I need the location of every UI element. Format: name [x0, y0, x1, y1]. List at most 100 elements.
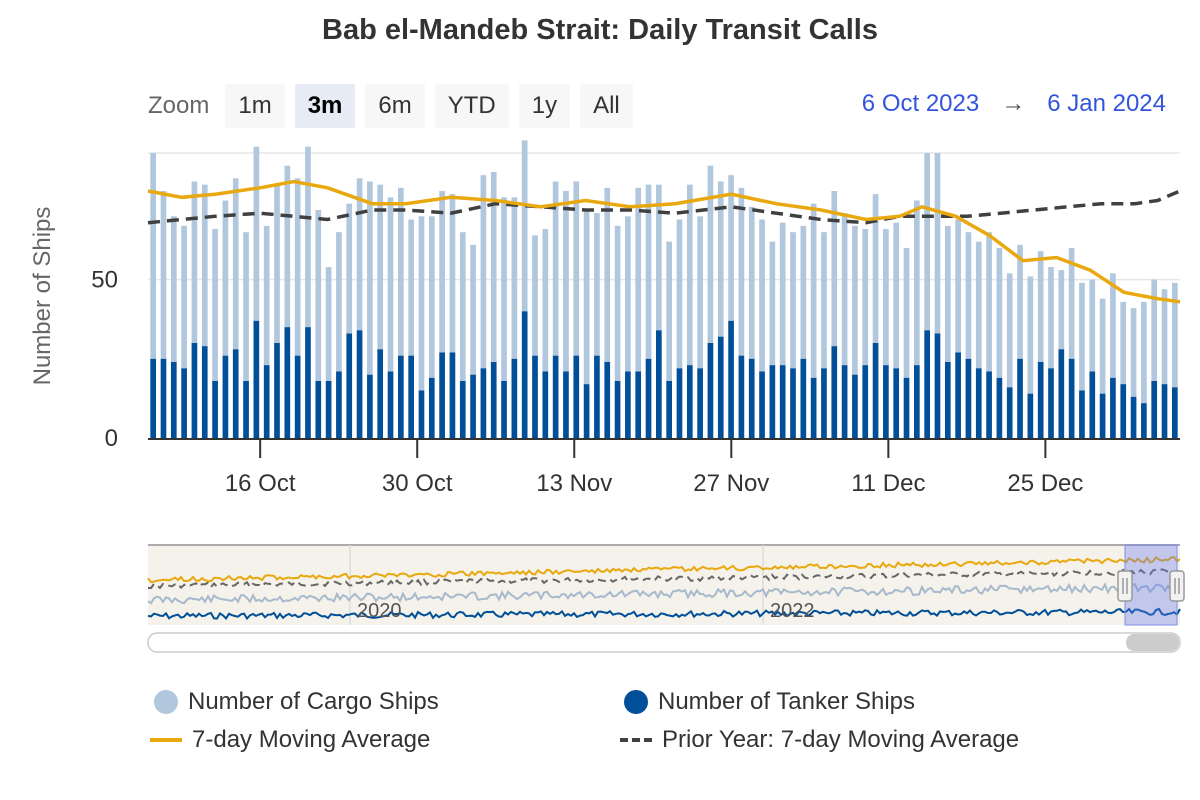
cargo-bar[interactable] — [170, 216, 177, 362]
tanker-bar[interactable] — [428, 377, 435, 438]
tanker-bar[interactable] — [635, 371, 642, 439]
cargo-bar[interactable] — [563, 191, 569, 372]
cargo-bar[interactable] — [697, 216, 703, 369]
tanker-bar[interactable] — [883, 365, 889, 438]
cargo-bar[interactable] — [1017, 244, 1023, 359]
tanker-bar[interactable] — [325, 381, 332, 438]
tanker-bar[interactable] — [924, 330, 930, 438]
tanker-bar[interactable] — [872, 343, 879, 438]
cargo-bar[interactable] — [893, 222, 900, 369]
tanker-bar[interactable] — [1120, 384, 1127, 438]
cargo-bar[interactable] — [944, 225, 951, 362]
cargo-bar[interactable] — [656, 184, 662, 331]
tanker-bar[interactable] — [1110, 377, 1116, 438]
cargo-bar[interactable] — [160, 191, 167, 359]
cargo-bar[interactable] — [924, 153, 930, 331]
cargo-bar[interactable] — [459, 232, 466, 381]
cargo-bar[interactable] — [821, 232, 827, 369]
tanker-bar[interactable] — [676, 368, 683, 438]
cargo-bar[interactable] — [852, 225, 858, 375]
cargo-bar[interactable] — [336, 232, 342, 372]
tanker-bar[interactable] — [1151, 381, 1158, 438]
tanker-bar[interactable] — [831, 346, 838, 438]
cargo-bar[interactable] — [439, 191, 445, 353]
tanker-bar[interactable] — [1130, 396, 1137, 438]
navigator[interactable]: 2020 2022 — [147, 544, 1185, 653]
tanker-bar[interactable] — [511, 358, 518, 438]
tanker-bar[interactable] — [852, 374, 858, 438]
navigator-selection[interactable] — [1124, 544, 1178, 626]
cargo-bar[interactable] — [666, 241, 672, 381]
cargo-bar[interactable] — [501, 197, 507, 381]
tanker-bar[interactable] — [800, 358, 807, 438]
tanker-bar[interactable] — [656, 330, 662, 438]
tanker-bar[interactable] — [408, 355, 414, 438]
cargo-bar[interactable] — [717, 181, 724, 337]
tanker-bar[interactable] — [1099, 393, 1106, 438]
tanker-bar[interactable] — [480, 368, 487, 438]
tanker-bar[interactable] — [542, 371, 549, 439]
tanker-bar[interactable] — [583, 384, 590, 438]
cargo-bar[interactable] — [532, 235, 538, 356]
tanker-bar[interactable] — [986, 371, 992, 439]
tanker-bar[interactable] — [1058, 349, 1065, 438]
cargo-bar[interactable] — [191, 181, 198, 344]
tanker-bar[interactable] — [387, 371, 394, 439]
tanker-bar[interactable] — [1172, 387, 1178, 438]
cargo-bar[interactable] — [253, 146, 260, 321]
tanker-bar[interactable] — [779, 365, 786, 438]
prior-year-average-line[interactable] — [147, 189, 1181, 225]
tanker-bar[interactable] — [707, 343, 714, 438]
cargo-bar[interactable] — [222, 200, 229, 356]
scrollbar-thumb[interactable] — [1126, 634, 1179, 651]
cargo-bar[interactable] — [769, 241, 776, 366]
tanker-bar[interactable] — [367, 374, 373, 438]
tanker-bar[interactable] — [222, 355, 229, 438]
cargo-bar[interactable] — [377, 184, 384, 350]
cargo-bar[interactable] — [181, 225, 187, 369]
cargo-bar[interactable] — [294, 178, 301, 356]
cargo-bar[interactable] — [614, 225, 621, 381]
moving-average-line[interactable] — [147, 179, 1181, 304]
cargo-bar[interactable] — [1161, 289, 1168, 385]
cargo-bar[interactable] — [625, 216, 631, 372]
cargo-bar[interactable] — [676, 219, 683, 369]
cargo-bar[interactable] — [1172, 282, 1178, 388]
cargo-bar[interactable] — [738, 187, 745, 356]
cargo-bar[interactable] — [408, 219, 414, 356]
cargo-bar[interactable] — [1068, 248, 1075, 359]
tanker-bar[interactable] — [728, 320, 734, 438]
tanker-bar[interactable] — [532, 355, 538, 438]
cargo-bar[interactable] — [1110, 273, 1116, 378]
cargo-bar[interactable] — [1099, 298, 1106, 394]
navigator-left-handle[interactable] — [1117, 570, 1133, 602]
cargo-bar[interactable] — [996, 248, 1003, 378]
cargo-bar[interactable] — [511, 197, 518, 359]
cargo-bar[interactable] — [1089, 279, 1096, 372]
tanker-bar[interactable] — [501, 381, 507, 438]
tanker-bar[interactable] — [1006, 387, 1013, 438]
cargo-bar[interactable] — [305, 146, 311, 328]
tanker-bar[interactable] — [965, 358, 972, 438]
cargo-bar[interactable] — [1037, 251, 1044, 362]
tanker-bar[interactable] — [201, 346, 208, 438]
tanker-bar[interactable] — [934, 333, 941, 439]
tanker-bar[interactable] — [903, 377, 910, 438]
legend-item-prior-year[interactable]: Prior Year: 7-day Moving Average — [620, 726, 1019, 754]
tanker-bar[interactable] — [315, 381, 322, 438]
range-to-input[interactable]: 6 Jan 2024 — [1047, 90, 1166, 117]
tanker-bar[interactable] — [893, 368, 900, 438]
tanker-bar[interactable] — [521, 311, 528, 438]
scrollbar-track[interactable] — [147, 632, 1181, 653]
tanker-bar[interactable] — [191, 343, 198, 438]
zoom-1y-button[interactable]: 1y — [518, 84, 571, 128]
cargo-bar[interactable] — [274, 184, 280, 343]
tanker-bar[interactable] — [573, 355, 580, 438]
tanker-bar[interactable] — [1141, 403, 1147, 438]
cargo-bar[interactable] — [398, 187, 404, 356]
zoom-6m-button[interactable]: 6m — [365, 84, 425, 128]
cargo-bar[interactable] — [1151, 279, 1158, 381]
zoom-ytd-button[interactable]: YTD — [434, 84, 509, 128]
tanker-bar[interactable] — [336, 371, 342, 439]
cargo-bar[interactable] — [831, 191, 838, 347]
